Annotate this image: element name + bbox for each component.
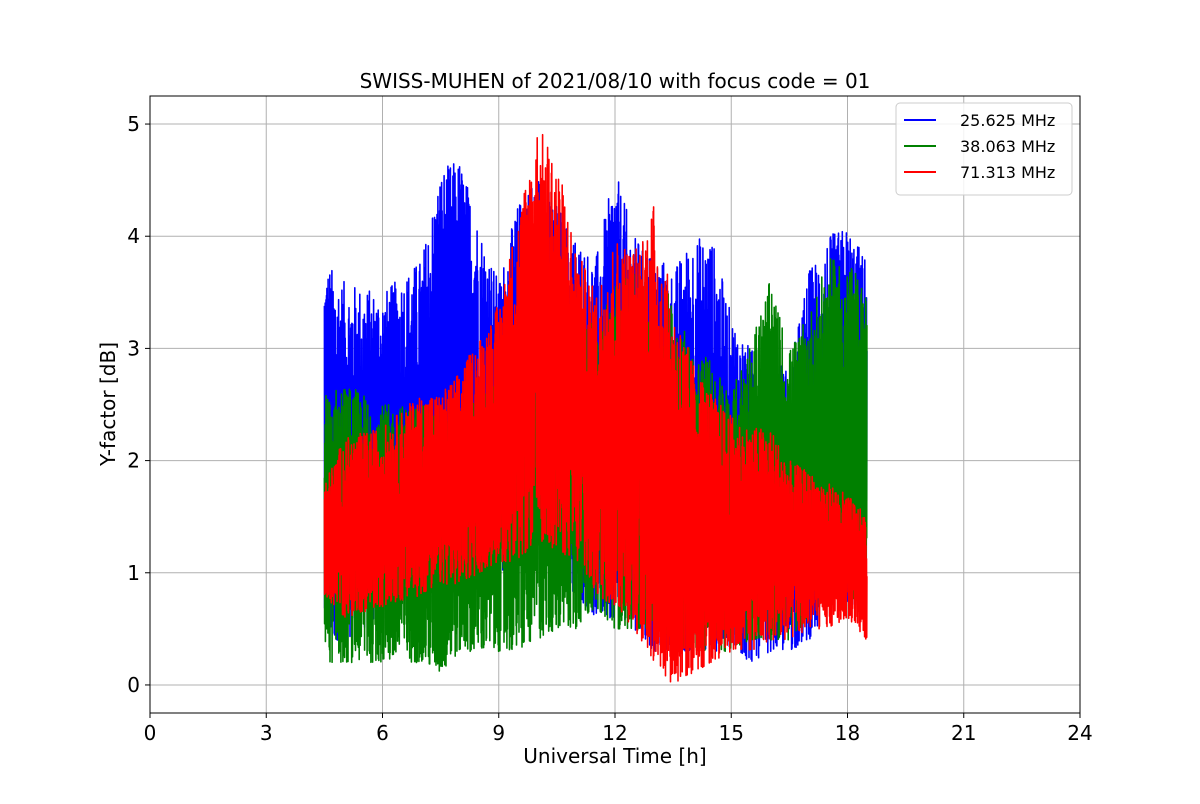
x-tick-label: 3 [260,721,273,745]
legend: 25.625 MHz 38.063 MHz 71.313 MHz [895,102,1073,196]
y-tick-label: 3 [127,336,140,360]
y-tick-label: 5 [127,112,140,136]
legend-label: 71.313 MHz [960,163,1055,182]
x-axis-label: Universal Time [h] [523,744,706,768]
y-tick-label: 2 [127,449,140,473]
series-line [323,133,868,683]
x-tick-label: 18 [835,721,860,745]
y-axis-label: Y-factor [dB] [96,342,120,467]
x-tick-label: 24 [1067,721,1092,745]
x-tick-label: 15 [719,721,744,745]
x-tick-label: 21 [951,721,976,745]
legend-label: 25.625 MHz [960,111,1055,130]
legend-box [895,102,1073,196]
chart-title: SWISS-MUHEN of 2021/08/10 with focus cod… [360,69,871,93]
x-tick-label: 9 [492,721,505,745]
legend-label: 38.063 MHz [960,137,1055,156]
x-tick-label: 0 [144,721,157,745]
y-tick-label: 0 [127,673,140,697]
x-tick-label: 6 [376,721,389,745]
series-layer [323,133,868,683]
y-tick-label: 1 [127,561,140,585]
y-tick-label: 4 [127,224,140,248]
x-tick-label: 12 [602,721,627,745]
